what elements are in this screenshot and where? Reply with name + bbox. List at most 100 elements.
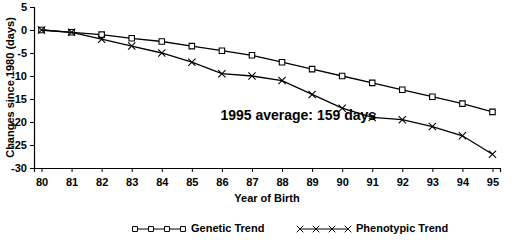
x-tick-label: 83: [126, 176, 138, 188]
x-tick: 87: [246, 168, 258, 188]
series-marker: [38, 26, 45, 33]
x-tick-mark: [372, 168, 373, 172]
series-marker: [158, 49, 165, 56]
legend-swatch-marker: [181, 227, 186, 232]
x-axis: 80 81 82 83 84 85 86 87 88 89 90 91 92 93 94 95: [35, 168, 501, 188]
x-tick-mark: [162, 168, 163, 172]
x-tick: 89: [306, 168, 318, 188]
x-tick-mark: [252, 168, 253, 172]
y-tick: 5: [21, 1, 34, 13]
x-tick: 88: [276, 168, 288, 188]
legend-item: Genetic Trend: [133, 222, 265, 234]
legend-swatch: [135, 228, 183, 229]
legend-item: Phenotypic Trend: [297, 222, 449, 234]
x-tick-label: 93: [427, 176, 439, 188]
y-tick-mark: [30, 53, 34, 54]
x-tick-mark: [132, 168, 133, 172]
x-tick-mark: [342, 168, 343, 172]
x-tick-mark: [102, 168, 103, 172]
y-tick-mark: [30, 145, 34, 146]
x-tick: 83: [126, 168, 138, 188]
x-tick: 95: [487, 168, 499, 188]
series-marker: [159, 39, 164, 44]
y-tick: -30: [11, 162, 34, 174]
annotation: 1995 average: 159 days: [220, 107, 376, 123]
legend-swatch-marker: [165, 227, 170, 232]
legend-swatch-marker: [345, 226, 352, 233]
series-marker: [218, 70, 225, 77]
legend-label: Phenotypic Trend: [356, 222, 448, 234]
series-marker: [400, 87, 405, 92]
x-tick: 86: [216, 168, 228, 188]
y-tick-mark: [30, 99, 34, 100]
x-tick-label: 82: [96, 176, 108, 188]
series-line: [42, 30, 493, 154]
legend-swatch-marker: [133, 227, 138, 232]
series-marker: [129, 36, 134, 41]
y-tick: -5: [17, 47, 34, 59]
y-tick-label: -5: [17, 47, 27, 59]
series-marker: [98, 36, 105, 43]
x-tick: 91: [367, 168, 379, 188]
y-tick-mark: [30, 30, 34, 31]
y-tick: 0: [21, 24, 34, 36]
series-marker: [219, 48, 224, 53]
x-tick-mark: [192, 168, 193, 172]
x-tick-mark: [312, 168, 313, 172]
series-marker: [459, 132, 466, 139]
x-tick-label: 94: [457, 176, 470, 188]
x-tick: 93: [427, 168, 439, 188]
x-tick-label: 90: [337, 176, 349, 188]
series-marker: [430, 94, 435, 99]
x-tick: 85: [186, 168, 198, 188]
plot: 50-5-10-15-20-25-30808182838485868788899…: [11, 1, 500, 188]
x-axis-title: Year of Birth: [234, 192, 300, 204]
x-tick-mark: [432, 168, 433, 172]
y-tick-label: 5: [21, 1, 27, 13]
x-tick: 90: [337, 168, 349, 188]
legend-swatch: [300, 228, 348, 229]
chart: 50-5-10-15-20-25-30808182838485868788899…: [0, 0, 516, 249]
legend: Genetic Trend Phenotypic Trend: [133, 222, 449, 234]
x-tick-label: 86: [216, 176, 228, 188]
series-line: [42, 30, 493, 112]
series-marker: [489, 151, 496, 158]
x-tick-label: 91: [367, 176, 379, 188]
series-marker: [490, 109, 495, 114]
series-marker: [278, 77, 285, 84]
x-tick: 81: [66, 168, 78, 188]
x-tick-label: 87: [246, 176, 258, 188]
x-tick-mark: [72, 168, 73, 172]
x-tick-label: 92: [397, 176, 409, 188]
y-tick-label: -30: [11, 162, 27, 174]
x-tick-mark: [42, 168, 43, 172]
x-tick-mark: [282, 168, 283, 172]
x-tick-mark: [462, 168, 463, 172]
series-marker: [189, 43, 194, 48]
legend-swatch-marker: [313, 226, 320, 233]
y-axis-line: [30, 8, 35, 169]
x-tick-mark: [492, 168, 493, 172]
series-marker: [460, 101, 465, 106]
y-tick-label: 0: [21, 24, 27, 36]
series-marker: [339, 73, 344, 78]
x-tick-label: 81: [66, 176, 78, 188]
x-tick-label: 88: [276, 176, 288, 188]
legend-swatch-marker: [297, 226, 304, 233]
series-marker: [249, 53, 254, 58]
y-tick-mark: [30, 122, 34, 123]
series-marker: [369, 80, 374, 85]
marks: [38, 26, 496, 157]
series-marker: [188, 59, 195, 66]
y-tick-mark: [30, 76, 34, 77]
x-tick-mark: [402, 168, 403, 172]
x-tick-label: 84: [156, 176, 169, 188]
x-tick-label: 80: [36, 176, 48, 188]
x-tick: 84: [156, 168, 169, 188]
legend-swatch-marker: [329, 226, 336, 233]
x-tick: 82: [96, 168, 108, 188]
series-marker: [68, 29, 75, 36]
legend-label: Genetic Trend: [191, 222, 264, 234]
series-marker: [429, 123, 436, 130]
x-tick: 92: [397, 168, 409, 188]
